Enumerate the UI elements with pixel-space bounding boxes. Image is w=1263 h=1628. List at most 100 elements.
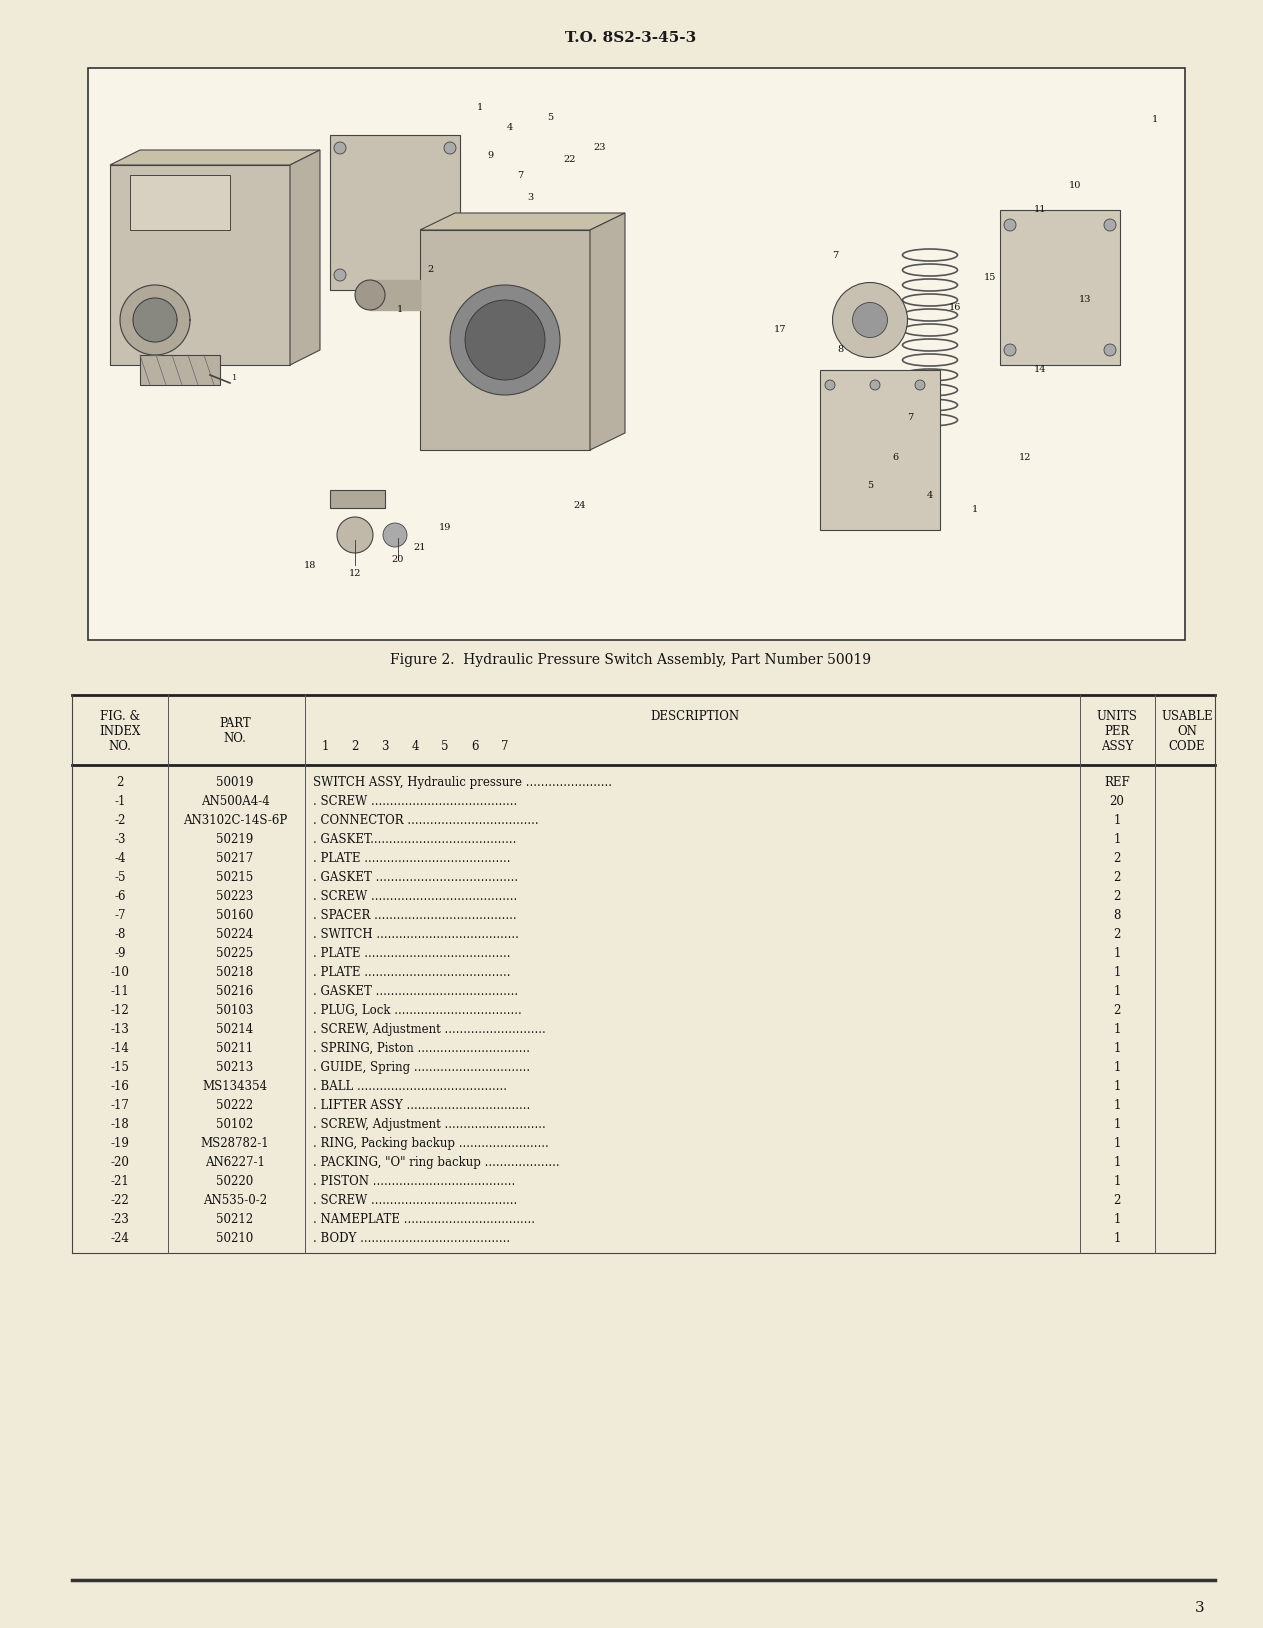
Text: 1: 1 [1113,947,1120,961]
Text: 10: 10 [1068,181,1081,189]
Text: . SCREW, Adjustment ...........................: . SCREW, Adjustment ....................… [313,1118,546,1131]
Text: 1: 1 [1113,814,1120,827]
Text: . SCREW .......................................: . SCREW ................................… [313,1193,518,1206]
Text: 50103: 50103 [216,1004,254,1018]
Text: . GASKET ......................................: . GASKET ...............................… [313,871,518,884]
Text: 14: 14 [1033,366,1046,374]
Bar [130,174,230,230]
Text: 3: 3 [527,194,533,202]
Text: 50224: 50224 [216,928,254,941]
Text: PART: PART [218,716,251,729]
Ellipse shape [832,283,908,358]
Text: . CONNECTOR ...................................: . CONNECTOR ............................… [313,814,538,827]
Text: 1: 1 [971,506,978,514]
Text: 18: 18 [304,562,316,570]
Text: 3: 3 [1195,1600,1205,1615]
Text: . PLATE .......................................: . PLATE ................................… [313,851,510,864]
Text: AN500A4-4: AN500A4-4 [201,794,269,807]
Text: 8: 8 [1113,908,1120,921]
Ellipse shape [355,280,385,309]
Text: 1: 1 [1113,1042,1120,1055]
Text: AN6227-1: AN6227-1 [205,1156,265,1169]
Text: 1: 1 [321,741,328,754]
Text: DESCRIPTION: DESCRIPTION [650,710,740,723]
Text: 2: 2 [1113,891,1120,904]
Text: 50212: 50212 [216,1213,254,1226]
Circle shape [1104,344,1116,357]
Ellipse shape [853,303,888,337]
Text: 22: 22 [563,156,576,164]
Text: -20: -20 [111,1156,129,1169]
Text: ASSY: ASSY [1101,741,1133,754]
Circle shape [1104,220,1116,231]
Text: -11: -11 [111,985,129,998]
Text: 2: 2 [427,265,433,275]
Text: 5: 5 [547,114,553,122]
Bar [820,370,940,531]
Text: 20: 20 [1110,794,1124,807]
Text: 50223: 50223 [216,891,254,904]
Text: . PLATE .......................................: . PLATE ................................… [313,965,510,978]
Text: 6: 6 [471,741,479,754]
Text: 2: 2 [116,777,124,790]
Text: -12: -12 [111,1004,129,1018]
Text: -14: -14 [111,1042,129,1055]
Text: . SPACER ......................................: . SPACER ...............................… [313,908,517,921]
Polygon shape [290,150,320,365]
Bar [1000,210,1120,365]
Text: 17: 17 [774,326,787,334]
Text: 11: 11 [1033,205,1046,215]
Text: 1: 1 [232,374,237,383]
Polygon shape [133,298,177,342]
Text: 50222: 50222 [216,1099,254,1112]
Text: -4: -4 [114,851,126,864]
Text: . SCREW .......................................: . SCREW ................................… [313,794,518,807]
Polygon shape [421,213,625,230]
Text: 1: 1 [1113,834,1120,847]
Text: . GASKET.......................................: . GASKET................................… [313,834,517,847]
Text: 50216: 50216 [216,985,254,998]
Text: . BALL ........................................: . BALL .................................… [313,1079,506,1092]
Text: . GUIDE, Spring ...............................: . GUIDE, Spring ........................… [313,1061,530,1074]
Text: -16: -16 [111,1079,129,1092]
Text: -21: -21 [111,1175,129,1188]
Circle shape [1004,220,1015,231]
Text: 50102: 50102 [216,1118,254,1131]
Text: 1: 1 [1113,1099,1120,1112]
Circle shape [337,518,373,554]
Text: UNITS: UNITS [1096,710,1138,723]
Circle shape [825,379,835,391]
Bar [421,230,590,449]
Text: . SCREW .......................................: . SCREW ................................… [313,891,518,904]
Text: 7: 7 [517,171,523,179]
Text: 24: 24 [573,500,586,510]
Text: 12: 12 [349,568,361,578]
Circle shape [333,269,346,282]
Text: . BODY ........................................: . BODY .................................… [313,1232,510,1245]
Text: . LIFTER ASSY .................................: . LIFTER ASSY ..........................… [313,1099,530,1112]
Text: -9: -9 [114,947,126,961]
Text: CODE: CODE [1168,741,1205,754]
Circle shape [914,379,925,391]
Circle shape [445,269,456,282]
Text: AN535-0-2: AN535-0-2 [203,1193,266,1206]
Text: . GASKET ......................................: . GASKET ...............................… [313,985,518,998]
Text: . PLATE .......................................: . PLATE ................................… [313,947,510,961]
Text: 19: 19 [438,524,451,532]
Text: -6: -6 [114,891,126,904]
Bar [140,355,220,384]
Text: 15: 15 [984,274,997,283]
Text: Figure 2.  Hydraulic Pressure Switch Assembly, Part Number 50019: Figure 2. Hydraulic Pressure Switch Asse… [390,653,871,667]
Bar [330,135,460,290]
Text: . PLUG, Lock ..................................: . PLUG, Lock ...........................… [313,1004,522,1018]
Text: 1: 1 [1113,965,1120,978]
Circle shape [1004,344,1015,357]
Text: 21: 21 [414,544,426,552]
Text: -5: -5 [114,871,126,884]
Text: -8: -8 [115,928,126,941]
Text: -10: -10 [111,965,129,978]
Text: 50213: 50213 [216,1061,254,1074]
Text: 4: 4 [927,490,933,500]
Circle shape [383,523,407,547]
Text: SWITCH ASSY, Hydraulic pressure .......................: SWITCH ASSY, Hydraulic pressure ........… [313,777,613,790]
